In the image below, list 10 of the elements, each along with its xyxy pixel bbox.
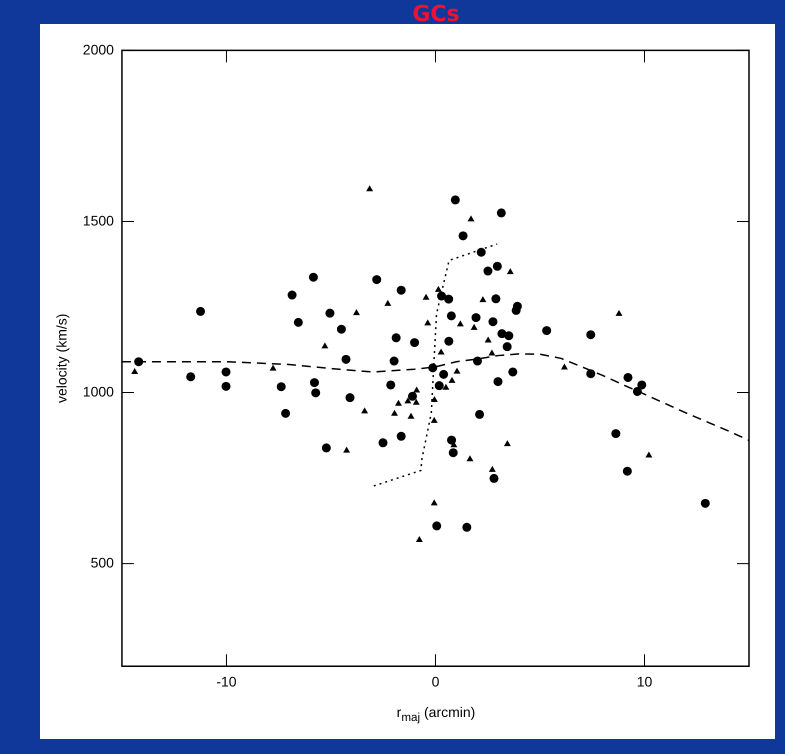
y-tick-label: 500 [90,554,114,570]
y-tick-label: 2000 [82,41,114,58]
x-tick-label: -10 [216,673,237,690]
y-tick-label: 1000 [82,383,114,400]
y-axis-title: velocity (km/s) [53,314,70,404]
x-tick-label: 10 [636,673,652,690]
y-tick-label: 1500 [82,212,114,228]
chart-title: GCs [411,2,461,27]
x-tick-label: 0 [432,673,440,690]
x-axis-title: r$_{maj}$ (arcmin) [396,704,476,724]
